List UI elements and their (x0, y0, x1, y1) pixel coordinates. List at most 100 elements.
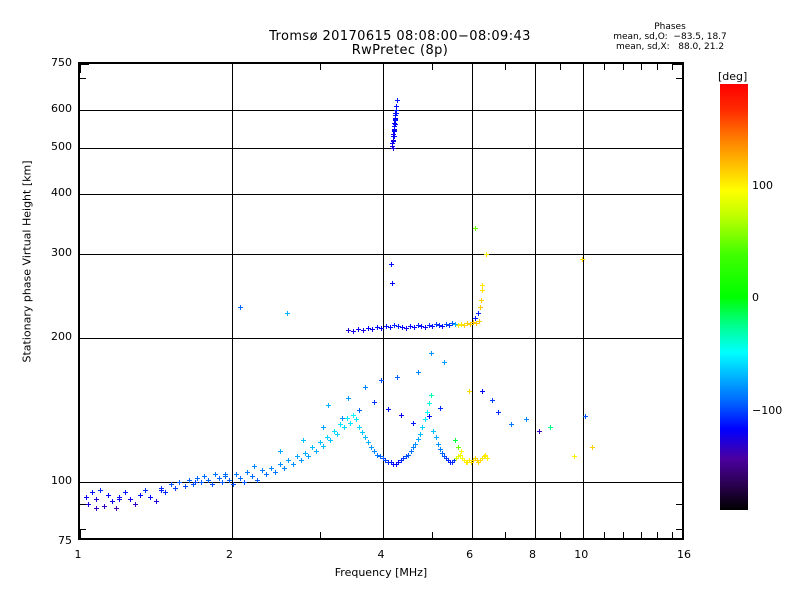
scatter-point (117, 494, 123, 500)
scatter-point (143, 488, 149, 494)
x-tick-major (80, 529, 81, 538)
scatter-point (306, 454, 312, 460)
scatter-point (354, 417, 360, 423)
scatter-point (237, 475, 243, 481)
scatter-point (395, 374, 401, 380)
y-tick-major (673, 254, 682, 256)
scatter-point (385, 459, 391, 465)
x-tick-minor (656, 532, 658, 538)
scatter-point (365, 325, 371, 331)
scatter-point (173, 486, 179, 492)
scatter-point (435, 441, 441, 447)
x-tick-major (80, 64, 81, 73)
scatter-point (385, 406, 391, 412)
scatter-point (427, 414, 433, 420)
scatter-point (389, 262, 395, 268)
scatter-point (390, 140, 396, 146)
chart-title-line2: RwPretec (8p) (351, 43, 449, 58)
x-tick-minor (320, 64, 322, 70)
x-tick-major (471, 529, 473, 538)
scatter-point (391, 128, 397, 134)
scatter-point (404, 325, 410, 331)
y-tick-label: 300 (51, 246, 72, 260)
scatter-point (450, 320, 456, 326)
scatter-point (326, 402, 332, 408)
x-tick-major (383, 529, 384, 538)
scatter-point (453, 321, 459, 327)
y-tick-major (673, 110, 682, 112)
scatter-point (429, 350, 435, 356)
colorbar (720, 84, 748, 510)
scatter-point (388, 459, 394, 465)
scatter-point (462, 322, 468, 328)
scatter-point (390, 137, 396, 143)
y-tick-major (80, 110, 89, 112)
scatter-point (321, 443, 327, 449)
scatter-point (571, 454, 577, 460)
x-tick-minor (671, 64, 673, 70)
x-tick-major (231, 64, 233, 73)
scatter-point (478, 305, 484, 311)
gridline-horizontal (80, 254, 682, 256)
scatter-point (290, 461, 296, 467)
scatter-point (437, 447, 443, 453)
scatter-point (298, 458, 304, 464)
scatter-point (398, 412, 404, 418)
scatter-point (223, 471, 229, 477)
scatter-point (338, 422, 344, 428)
x-tick-minor (604, 532, 606, 538)
x-tick-label: 8 (529, 548, 536, 561)
scatter-point (394, 103, 400, 109)
scatter-point (313, 448, 319, 454)
scatter-point (408, 323, 414, 329)
x-tick-major (471, 64, 473, 73)
scatter-point (393, 110, 399, 116)
scatter-point (346, 395, 352, 401)
scatter-point (439, 450, 445, 456)
y-tick-minor (80, 504, 86, 506)
scatter-point (476, 318, 482, 324)
x-tick-major (534, 529, 536, 538)
y-tick-major (673, 64, 682, 65)
scatter-point (249, 473, 255, 479)
scatter-point (346, 327, 352, 333)
y-tick-major (80, 194, 89, 196)
scatter-point (537, 428, 543, 434)
scatter-point (480, 283, 486, 289)
x-tick-minor (623, 532, 625, 538)
scatter-point (194, 475, 200, 481)
scatter-point (213, 471, 219, 477)
scatter-point (461, 458, 467, 464)
scatter-point (446, 322, 452, 328)
scatter-point (481, 454, 487, 460)
scatter-point (147, 494, 153, 500)
x-tick-minor (560, 64, 562, 70)
scatter-point (244, 469, 250, 475)
scatter-point (268, 465, 274, 471)
scatter-point (154, 499, 160, 505)
gridline-horizontal (80, 338, 682, 340)
scatter-point (422, 417, 428, 423)
scatter-point (474, 320, 480, 326)
gridline-horizontal (80, 194, 682, 196)
x-tick-major (583, 64, 585, 73)
stats-heading: Phases (654, 22, 686, 32)
scatter-point (437, 405, 443, 411)
x-tick-minor (671, 532, 673, 538)
scatter-point (335, 431, 341, 437)
colorbar-unit-label: [deg] (718, 70, 748, 83)
scatter-point (392, 127, 398, 133)
scatter-point (324, 435, 330, 441)
y-tick-major (80, 338, 89, 340)
scatter-point (363, 435, 369, 441)
scatter-point (202, 473, 208, 479)
x-tick-minor (656, 64, 658, 70)
scatter-point (90, 490, 96, 496)
x-tick-label: 4 (377, 548, 385, 561)
scatter-point (128, 497, 133, 503)
scatter-point (442, 454, 447, 460)
scatter-point (444, 456, 450, 462)
scatter-point (259, 467, 265, 473)
scatter-point (389, 281, 395, 287)
